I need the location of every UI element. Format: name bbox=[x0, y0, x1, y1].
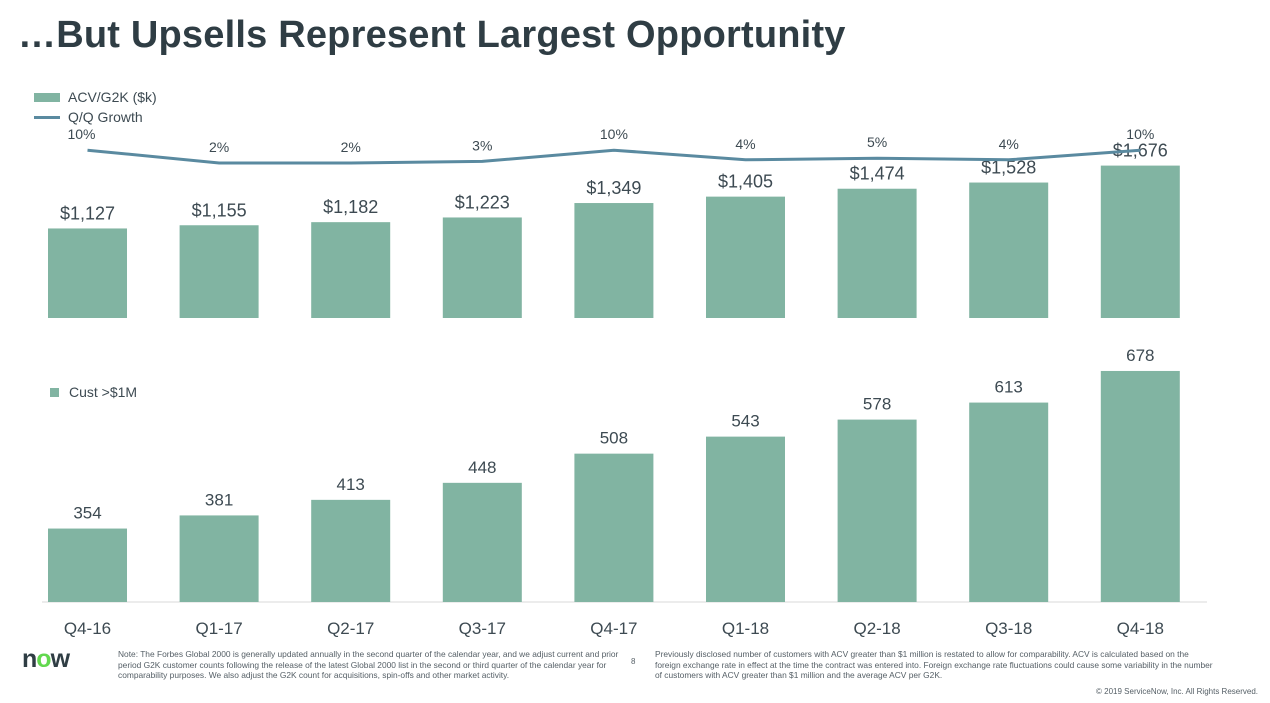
acv-bar bbox=[48, 228, 127, 318]
acv-bar bbox=[311, 222, 391, 318]
acv-bar bbox=[1100, 165, 1180, 318]
x-tick-label: Q3-18 bbox=[985, 619, 1032, 638]
cust-bar bbox=[706, 436, 785, 602]
x-tick-label: Q4-16 bbox=[64, 619, 111, 638]
growth-label: 10% bbox=[67, 126, 95, 142]
growth-label: 10% bbox=[600, 126, 628, 142]
cust-bar-label: 678 bbox=[1126, 346, 1154, 365]
growth-label: 4% bbox=[999, 136, 1019, 152]
legend-acv-label: ACV/G2K ($k) bbox=[68, 89, 157, 105]
cust-bar-label: 508 bbox=[600, 429, 628, 448]
acv-bar-label: $1,349 bbox=[586, 178, 641, 198]
cust-bar-label: 381 bbox=[205, 490, 233, 509]
legend-growth: Q/Q Growth bbox=[34, 109, 143, 125]
cust-bar bbox=[311, 499, 391, 602]
servicenow-logo: now bbox=[22, 645, 70, 673]
x-tick-label: Q1-18 bbox=[722, 619, 769, 638]
growth-label: 2% bbox=[341, 139, 361, 155]
cust-bar bbox=[48, 528, 127, 602]
acv-bar bbox=[574, 203, 654, 318]
legend-cust: Cust >$1M bbox=[34, 384, 137, 400]
cust-bar bbox=[442, 482, 522, 602]
cust-bar-label: 613 bbox=[995, 378, 1023, 397]
cust-bar bbox=[837, 419, 917, 602]
legend-acv: ACV/G2K ($k) bbox=[34, 89, 157, 105]
growth-label: 10% bbox=[1126, 126, 1154, 142]
acv-bar-label: $1,182 bbox=[323, 197, 378, 217]
legend-growth-label: Q/Q Growth bbox=[68, 109, 143, 125]
cust-bar bbox=[1100, 370, 1180, 602]
acv-bar-label: $1,127 bbox=[60, 203, 115, 223]
acv-bar-label: $1,405 bbox=[718, 172, 773, 192]
acv-bar bbox=[706, 196, 785, 318]
x-tick-label: Q4-18 bbox=[1117, 619, 1164, 638]
x-tick-label: Q2-18 bbox=[853, 619, 900, 638]
page-number: 8 bbox=[631, 657, 636, 666]
acv-bar-label: $1,155 bbox=[192, 200, 247, 220]
x-tick-label: Q2-17 bbox=[327, 619, 374, 638]
footnote-right: Previously disclosed number of customers… bbox=[655, 649, 1213, 681]
footnote-left: Note: The Forbes Global 2000 is generall… bbox=[118, 649, 619, 681]
acv-bar bbox=[442, 217, 522, 318]
x-tick-label: Q3-17 bbox=[459, 619, 506, 638]
cust-bar bbox=[574, 453, 654, 602]
cust-bar-label: 354 bbox=[73, 504, 101, 523]
acv-bar-label: $1,528 bbox=[981, 158, 1036, 178]
cust-bar bbox=[969, 402, 1049, 602]
page-title: …But Upsells Represent Largest Opportuni… bbox=[18, 14, 846, 56]
growth-label: 5% bbox=[867, 134, 887, 150]
legend-cust-label: Cust >$1M bbox=[69, 384, 138, 400]
x-tick-label: Q4-17 bbox=[590, 619, 637, 638]
growth-line bbox=[87, 148, 1141, 165]
acv-bar bbox=[837, 188, 917, 318]
acv-bar-label: $1,223 bbox=[455, 192, 510, 212]
growth-label: 2% bbox=[209, 139, 229, 155]
x-tick-label: Q1-17 bbox=[195, 619, 242, 638]
copyright: © 2019 ServiceNow, Inc. All Rights Reser… bbox=[1096, 687, 1258, 696]
legend-bar-swatch bbox=[34, 92, 60, 102]
cust-bar-label: 413 bbox=[337, 475, 365, 494]
cust-bar-label: 578 bbox=[863, 395, 891, 414]
growth-label: 4% bbox=[735, 136, 755, 152]
growth-label: 3% bbox=[472, 137, 492, 153]
cust-bar bbox=[179, 515, 259, 602]
legend-line-swatch bbox=[34, 115, 60, 119]
cust-bar-label: 543 bbox=[731, 412, 759, 431]
acv-bar bbox=[969, 182, 1049, 318]
legend-cust-swatch bbox=[50, 387, 59, 397]
cust-bar-label: 448 bbox=[468, 458, 496, 477]
acv-bar-label: $1,474 bbox=[850, 164, 905, 184]
acv-bar bbox=[179, 225, 259, 318]
